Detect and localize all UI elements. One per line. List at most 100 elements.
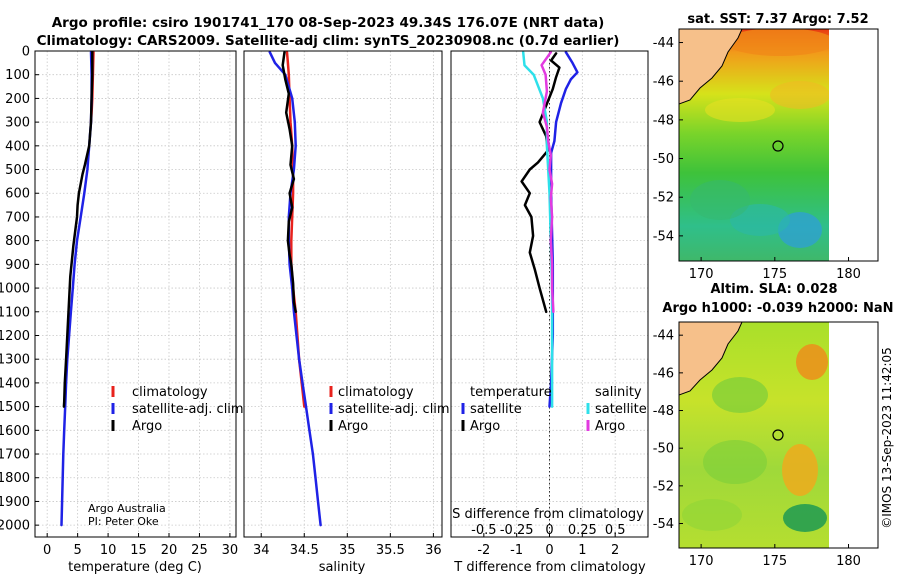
temperature-panel: 0 5 10 15 20 25 30 0 100 200 300 400 500 600 700 800 90… xyxy=(0,45,248,576)
salinity-difference-ticks: -0.5 -0.25 0 0.25 0.5 xyxy=(471,523,625,538)
y-tick-label: 1000 xyxy=(0,282,30,297)
map-x-tick-label: 175 xyxy=(762,554,787,569)
y-tick-label: 100 xyxy=(5,68,30,83)
map-y-tick-label: -54 xyxy=(653,229,674,244)
y-tick-label: 0 xyxy=(22,45,30,60)
legend-t-argo-label: Argo xyxy=(470,419,500,434)
map-y-tick-label: -44 xyxy=(653,36,674,51)
series-line-salinity-satellite xyxy=(521,50,554,408)
x-tick-label: 0 xyxy=(43,543,51,558)
temperature-axes-box xyxy=(35,51,236,537)
figure-title-line1: Argo profile: csiro 1901741_170 08-Sep-2… xyxy=(52,15,605,31)
temperature-x-ticks: 0 5 10 15 20 25 30 xyxy=(43,533,238,558)
credit-line2: PI: Peter Oke xyxy=(88,515,159,528)
legend-climatology-label: climatology xyxy=(132,385,208,400)
sla-map-title-line1: Altim. SLA: 0.028 xyxy=(711,282,838,297)
legend-salinity-title: salinity xyxy=(595,385,642,400)
x2-tick-label: -0.25 xyxy=(500,523,534,538)
x-tick-label: 15 xyxy=(130,543,147,558)
y-tick-label: 500 xyxy=(5,163,30,178)
sla-field xyxy=(679,322,829,548)
sst-field xyxy=(679,29,829,261)
salinity-x-label: salinity xyxy=(319,560,366,575)
x-tick-label: 35.5 xyxy=(376,543,405,558)
x2-tick-label: 0.5 xyxy=(605,523,626,538)
legend-satellite-label: satellite-adj. clim. xyxy=(338,402,454,417)
legend-argo-label: Argo xyxy=(132,419,162,434)
legend-s-satellite-label: satellite xyxy=(595,402,647,417)
map-x-tick-label: 180 xyxy=(836,267,861,282)
x-tick-label: 34.5 xyxy=(290,543,319,558)
y-tick-label: 1100 xyxy=(0,305,30,320)
sst-map-title: sat. SST: 7.37 Argo: 7.52 xyxy=(687,12,868,27)
y-tick-label: 700 xyxy=(5,210,30,225)
x-tick-label: 25 xyxy=(191,543,208,558)
y-tick-label: 1900 xyxy=(0,495,30,510)
series-line-salinity-argo xyxy=(540,50,555,314)
credit-line1: Argo Australia xyxy=(88,502,166,515)
y-tick-label: 1500 xyxy=(0,400,30,415)
map-x-tick-label: 180 xyxy=(836,554,861,569)
y-tick-label: 200 xyxy=(5,92,30,107)
sst-map-ticks: 170 175 180 -44 -46 -48 -50 -52 -54 xyxy=(653,36,861,282)
difference-series xyxy=(520,50,579,408)
y-tick-label: 1400 xyxy=(0,376,30,391)
y-tick-label: 1200 xyxy=(0,329,30,344)
map-y-tick-label: -48 xyxy=(653,113,674,128)
difference-legend: temperature salinity satellite Argo sate… xyxy=(461,385,647,434)
map-y-tick-label: -48 xyxy=(653,404,674,419)
y-tick-label: 900 xyxy=(5,258,30,273)
x-tick-label: 5 xyxy=(73,543,81,558)
copyright-text: ©IMOS 13-Sep-2023 11:42:05 xyxy=(880,347,894,529)
temperature-x-label: temperature (deg C) xyxy=(68,560,202,575)
x-tick-label: 2 xyxy=(611,543,619,558)
series-line-argo xyxy=(281,50,297,314)
sla-map-panel: Altim. SLA: 0.028 Argo h1000: -0.039 h20… xyxy=(653,282,894,569)
map-y-tick-label: -46 xyxy=(653,366,674,381)
y-tick-label: 800 xyxy=(5,234,30,249)
legend-argo-label: Argo xyxy=(338,419,368,434)
temperature-legend: climatology satellite-adj. clim. Argo xyxy=(111,385,248,434)
legend-t-satellite-label: satellite xyxy=(470,402,522,417)
map-y-tick-label: -46 xyxy=(653,75,674,90)
map-y-tick-label: -52 xyxy=(653,191,674,206)
difference-panel: -2 -1 0 1 2 -0.5 -0.25 0 0.25 0.5 S difference f… xyxy=(450,50,649,575)
series-line-satellite-adj-clim- xyxy=(268,50,322,527)
sla-map-title-line2: Argo h1000: -0.039 h2000: NaN xyxy=(662,301,893,316)
map-x-tick-label: 170 xyxy=(689,554,714,569)
x-tick-label: -2 xyxy=(477,543,490,558)
figure-title-line2: Climatology: CARS2009. Satellite-adj cli… xyxy=(37,33,620,49)
map-y-tick-label: -52 xyxy=(653,479,674,494)
x2-tick-label: -0.5 xyxy=(471,523,496,538)
x-tick-label: 30 xyxy=(222,543,239,558)
legend-s-argo-label: Argo xyxy=(595,419,625,434)
temperature-grid xyxy=(35,50,236,537)
x-tick-label: 20 xyxy=(161,543,178,558)
y-tick-label: 300 xyxy=(5,116,30,131)
y-tick-label: 2000 xyxy=(0,519,30,534)
sla-land xyxy=(679,322,743,396)
temperature-difference-label: T difference from climatology xyxy=(453,560,646,575)
x-tick-label: 1 xyxy=(578,543,586,558)
series-line-argo xyxy=(62,50,94,408)
y-tick-label: 1700 xyxy=(0,448,30,463)
x-tick-label: 34 xyxy=(253,543,270,558)
salinity-x-ticks: 34 34.5 35 35.5 36 xyxy=(253,533,442,558)
salinity-axes-box xyxy=(244,51,442,537)
map-x-tick-label: 175 xyxy=(762,267,787,282)
legend-satellite-label: satellite-adj. clim. xyxy=(132,402,248,417)
y-tick-label: 400 xyxy=(5,139,30,154)
sst-argo-marker xyxy=(772,140,784,152)
sla-argo-marker xyxy=(772,429,784,441)
sst-land xyxy=(679,29,743,105)
map-y-tick-label: -44 xyxy=(653,329,674,344)
depth-y-ticks: 0 100 200 300 400 500 600 700 800 900 1000 1100 1200… xyxy=(0,45,39,534)
x2-tick-label: 0.25 xyxy=(568,523,597,538)
x-tick-label: -1 xyxy=(510,543,523,558)
y-tick-label: 600 xyxy=(5,187,30,202)
temperature-series xyxy=(60,50,95,527)
x-tick-label: 35 xyxy=(339,543,356,558)
map-y-tick-label: -50 xyxy=(653,152,674,167)
salinity-series xyxy=(268,50,322,527)
salinity-panel: 34 34.5 35 35.5 36 salinity climatology sate… xyxy=(243,50,454,575)
